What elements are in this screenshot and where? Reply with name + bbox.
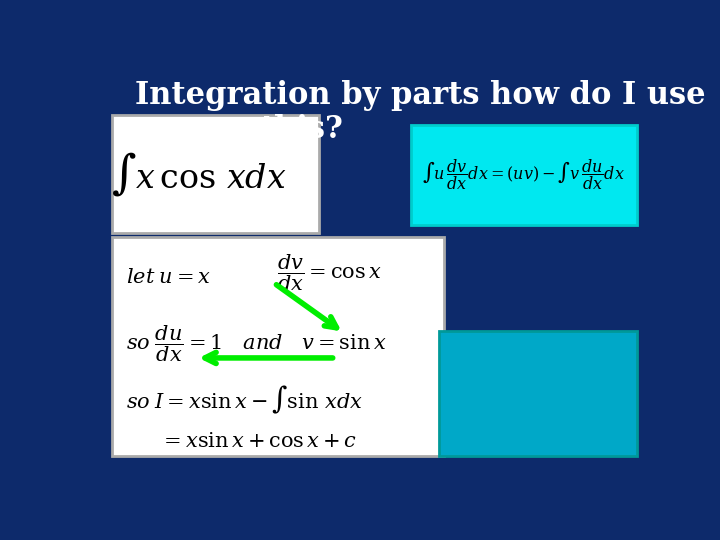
Text: $\dfrac{dv}{dx} = \cos x$: $\dfrac{dv}{dx} = \cos x$ xyxy=(277,252,382,293)
Text: $= x\sin x + \cos x + c$: $= x\sin x + \cos x + c$ xyxy=(160,431,357,451)
Text: Integration by parts how do I use: Integration by parts how do I use xyxy=(135,80,706,111)
Bar xyxy=(112,238,444,456)
Text: $\int x\,\cos\,xdx$: $\int x\,\cos\,xdx$ xyxy=(111,150,287,198)
Text: this?: this? xyxy=(261,114,343,145)
Bar xyxy=(411,125,636,225)
Text: $so\;\dfrac{du}{dx} = 1\quad and \quad v = \sin x$: $so\;\dfrac{du}{dx} = 1\quad and \quad v… xyxy=(126,323,387,363)
Text: $let\;u = x$: $let\;u = x$ xyxy=(126,267,212,287)
Bar xyxy=(438,331,637,456)
Text: $\int u\,\dfrac{dv}{dx}dx = (uv) - \int v\,\dfrac{du}{dx}dx$: $\int u\,\dfrac{dv}{dx}dx = (uv) - \int … xyxy=(423,158,625,192)
Text: $so\;I = x\sin x - \int \sin\,xdx$: $so\;I = x\sin x - \int \sin\,xdx$ xyxy=(126,383,363,416)
Bar xyxy=(112,114,319,233)
